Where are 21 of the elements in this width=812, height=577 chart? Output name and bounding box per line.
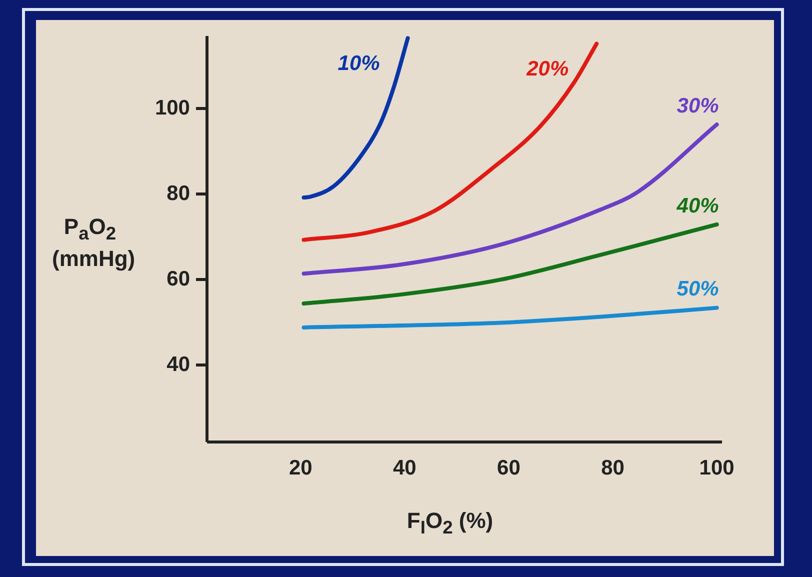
x-tick-label: 20 — [288, 456, 312, 480]
x-tick-label: 80 — [601, 456, 624, 480]
y-tick-label: 40 — [166, 352, 190, 376]
y-tick-label: 60 — [166, 267, 190, 290]
series-label: 20% — [526, 57, 569, 80]
line-series — [302, 122, 719, 276]
line-series — [302, 306, 719, 330]
series-label: 50% — [676, 278, 720, 301]
x-tick-label: 100 — [699, 456, 734, 480]
series-label: 40% — [676, 194, 720, 218]
y-tick-label: 100 — [154, 96, 190, 120]
y-tick-label: 80 — [166, 182, 190, 205]
y-axis-title: P$_{a}$O$_{2}$ (mmHg) — [52, 214, 136, 272]
series-label: 10% — [338, 52, 380, 75]
x-tick-label: 40 — [392, 456, 416, 480]
x-axis-title: F$_{I}$O$_{2}$ (%) — [406, 508, 494, 538]
line-series — [302, 42, 599, 242]
line-series — [302, 222, 719, 306]
x-tick-label: 60 — [497, 456, 520, 480]
series-label: 30% — [676, 94, 720, 118]
line-series — [302, 36, 410, 200]
